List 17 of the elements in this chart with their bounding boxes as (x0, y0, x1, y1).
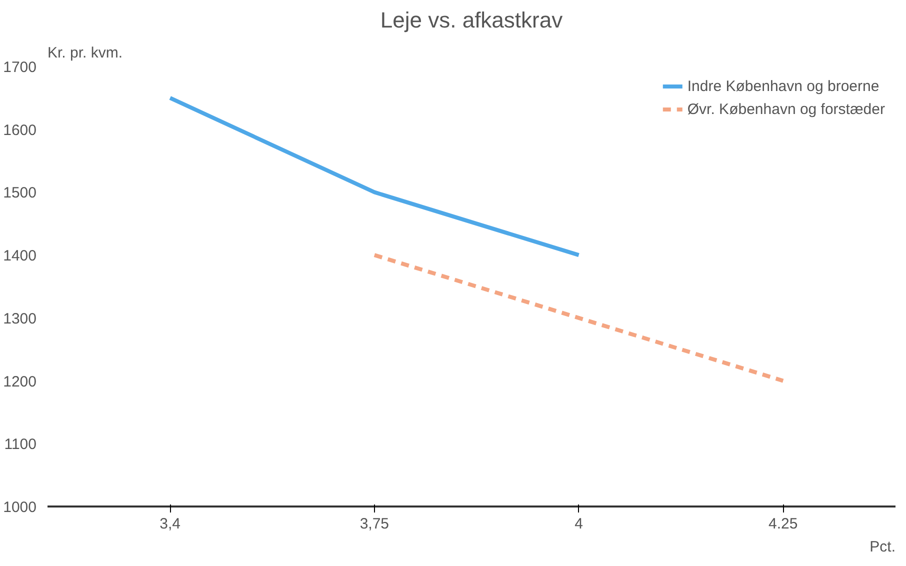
y-tick-label: 1200 (3, 373, 37, 390)
y-tick-label: 1000 (3, 499, 37, 516)
x-axis-title: Pct. (870, 538, 896, 556)
y-tick-label: 1700 (3, 59, 37, 76)
legend-label: Indre København og broerne (687, 78, 880, 94)
y-tick-label: 1100 (4, 436, 37, 454)
y-tick-label: 1500 (3, 184, 37, 202)
x-tick-label: 4 (574, 516, 583, 532)
y-axis-title: Kr. pr. kvm. (48, 44, 123, 62)
y-tick-label: 1300 (3, 310, 37, 328)
chart-title: Leje vs. afkastkrav (380, 8, 563, 32)
x-tick-label: 4.25 (768, 516, 798, 532)
y-tick-label: 1600 (3, 122, 37, 139)
y-tick-label: 1400 (3, 248, 37, 265)
x-tick-label: 3,4 (160, 516, 181, 532)
legend-label: Øvr. København og forstæder (687, 100, 885, 118)
x-tick-label: 3,75 (360, 516, 390, 532)
